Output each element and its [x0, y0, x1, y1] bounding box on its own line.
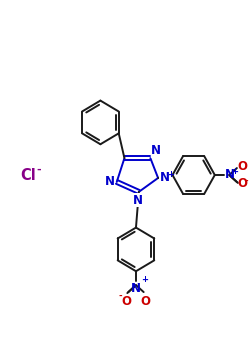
- Text: +: +: [231, 167, 238, 176]
- Text: +: +: [141, 275, 148, 284]
- Text: N: N: [151, 144, 161, 157]
- Text: O: O: [140, 295, 150, 308]
- Text: +: +: [167, 169, 174, 178]
- Text: N: N: [160, 172, 170, 184]
- Text: -: -: [119, 292, 122, 301]
- Text: N: N: [133, 194, 143, 207]
- Text: -: -: [244, 176, 248, 186]
- Text: Cl: Cl: [20, 168, 36, 182]
- Text: O: O: [121, 295, 131, 308]
- Text: N: N: [131, 282, 141, 295]
- Text: N: N: [225, 168, 235, 182]
- Text: -: -: [36, 165, 40, 175]
- Text: N: N: [105, 175, 115, 188]
- Text: O: O: [238, 160, 248, 173]
- Text: O: O: [238, 177, 248, 190]
